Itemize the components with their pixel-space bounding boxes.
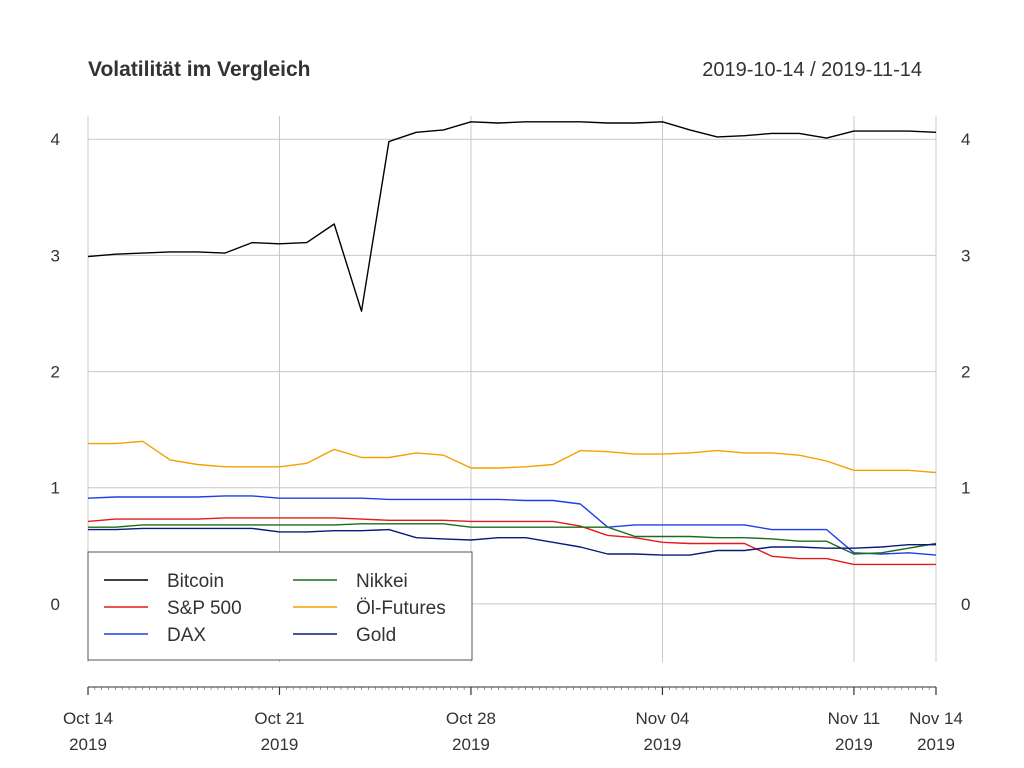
y-tick-label: 1	[51, 479, 60, 498]
x-tick-label: Oct 28	[446, 709, 496, 728]
series-line	[87, 495, 937, 556]
x-tick-label: Nov 14	[909, 709, 963, 728]
y-tick-label: 2	[961, 363, 970, 382]
y-tick-label: 1	[961, 479, 970, 498]
series-lines	[87, 121, 937, 566]
x-tick-label: Oct 14	[63, 709, 113, 728]
legend-label: DAX	[167, 625, 206, 646]
legend-box	[87, 551, 473, 661]
series-line	[88, 440, 937, 474]
y-axis-right: 0 1 2 3 4	[961, 130, 970, 614]
date-range-label: 2019-10-14 / 2019-11-14	[702, 59, 922, 81]
x-tick-year-label: 2019	[644, 735, 682, 754]
legend-label: S&P 500	[167, 598, 242, 619]
series-line	[88, 527, 936, 556]
y-tick-label: 3	[51, 246, 60, 265]
x-tick-year-label: 2019	[452, 735, 490, 754]
y-axis-left: 0 1 2 3 4	[51, 130, 60, 614]
legend-label: Nikkei	[356, 571, 408, 592]
x-tick-label: Nov 11	[828, 709, 881, 728]
x-tick-year-label: 2019	[69, 735, 107, 754]
legend-label: Öl-Futures	[356, 598, 446, 619]
legend-label: Bitcoin	[167, 571, 224, 592]
y-tick-label: 4	[51, 130, 60, 149]
x-tick-year-label: 2019	[261, 735, 299, 754]
y-tick-label: 4	[961, 130, 970, 149]
series-line	[87, 517, 936, 566]
series-line	[88, 523, 937, 555]
y-tick-label: 2	[51, 363, 60, 382]
y-tick-label: 0	[961, 595, 970, 614]
x-tick-year-label: 2019	[917, 735, 955, 754]
y-tick-label: 0	[51, 595, 60, 614]
x-tick-year-label: 2019	[835, 735, 873, 754]
legend: Bitcoin S&P 500 DAX Nikkei Öl-Futures Gold	[87, 551, 473, 661]
x-tick-label: Oct 21	[254, 709, 304, 728]
x-axis: Oct 14 2019 Oct 21 2019 Oct 28 2019 Nov 04 2019…	[63, 686, 963, 754]
legend-label: Gold	[356, 625, 396, 646]
x-tick-label: Nov 04	[636, 709, 690, 728]
chart-title: Volatilität im Vergleich	[88, 58, 311, 81]
y-tick-label: 3	[961, 246, 970, 265]
grid-lines	[87, 116, 937, 662]
series-line	[87, 121, 937, 312]
